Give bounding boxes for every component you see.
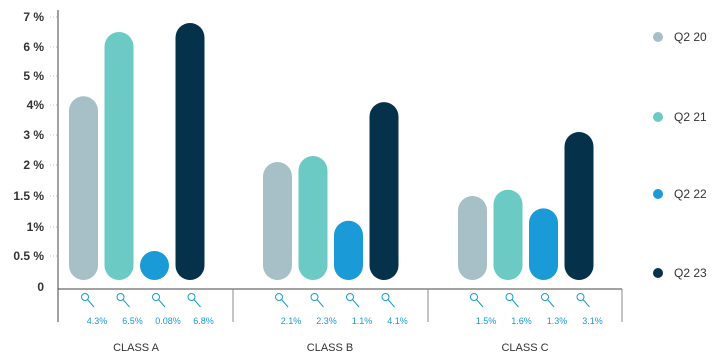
magnifier-icon xyxy=(576,293,585,301)
value-label: 4.1% xyxy=(387,316,408,326)
value-label: 0.08% xyxy=(155,316,181,326)
magnifier-handle xyxy=(547,299,555,308)
value-label: 3.1% xyxy=(582,316,603,326)
value-label: 4.3% xyxy=(87,316,108,326)
magnifier-handle xyxy=(582,299,590,308)
legend-swatch xyxy=(653,268,663,278)
bar xyxy=(140,251,169,280)
y-tick-label: 4% xyxy=(27,98,45,112)
value-label: 1.1% xyxy=(352,316,373,326)
bar xyxy=(69,96,98,280)
magnifier-handle xyxy=(193,299,201,308)
legend-swatch xyxy=(653,189,663,199)
bar xyxy=(104,32,134,280)
magnifier-handle xyxy=(511,299,519,308)
bar xyxy=(334,220,363,280)
bar xyxy=(263,162,292,280)
magnifier-handle xyxy=(316,299,324,308)
y-tick-label: 3 % xyxy=(23,128,44,142)
value-label: 1.3% xyxy=(547,316,568,326)
magnifier-handle xyxy=(87,299,95,308)
value-label: 6.5% xyxy=(122,316,143,326)
value-label: 6.8% xyxy=(193,316,214,326)
legend-label: Q2 23 xyxy=(674,266,707,280)
legend-swatch xyxy=(653,32,663,42)
magnifier-handle xyxy=(352,299,360,308)
y-tick-label: 5 % xyxy=(23,69,44,83)
category-label: CLASS C xyxy=(501,342,548,354)
legend-label: Q2 20 xyxy=(674,30,707,44)
legend-swatch xyxy=(653,112,663,122)
y-tick-label: 0.5 % xyxy=(13,249,44,263)
magnifier-icon xyxy=(116,293,125,301)
bar xyxy=(493,189,523,280)
magnifier-icon xyxy=(541,293,549,301)
y-tick-label: 1% xyxy=(27,220,45,234)
magnifier-handle xyxy=(122,299,130,308)
bar xyxy=(175,23,205,280)
value-label: 1.6% xyxy=(511,316,532,326)
magnifier-icon xyxy=(310,293,319,301)
y-tick-label: 2 % xyxy=(23,158,44,172)
value-label: 1.5% xyxy=(476,316,497,326)
magnifier-handle xyxy=(387,299,395,308)
y-tick-label: 1.5 % xyxy=(13,189,44,203)
magnifier-icon xyxy=(275,293,283,301)
magnifier-icon xyxy=(187,293,196,301)
magnifier-handle xyxy=(158,299,166,308)
magnifier-icon xyxy=(81,293,89,301)
magnifier-icon xyxy=(470,293,478,301)
bar xyxy=(369,102,399,280)
magnifier-icon xyxy=(346,293,354,301)
y-tick-label: 6 % xyxy=(23,40,44,54)
magnifier-icon xyxy=(381,293,390,301)
bar xyxy=(458,196,487,280)
legend-label: Q2 21 xyxy=(674,110,707,124)
bar xyxy=(564,132,594,280)
y-tick-label: 0 xyxy=(37,280,44,294)
category-label: CLASS A xyxy=(113,342,160,354)
value-label: 2.3% xyxy=(316,316,337,326)
magnifier-handle xyxy=(281,299,289,308)
bar xyxy=(529,208,558,280)
magnifier-icon xyxy=(152,293,160,301)
magnifier-handle xyxy=(476,299,484,308)
legend-label: Q2 22 xyxy=(674,187,707,201)
category-label: CLASS B xyxy=(307,342,353,354)
bar xyxy=(298,156,328,280)
magnifier-icon xyxy=(505,293,514,301)
value-label: 2.1% xyxy=(281,316,302,326)
y-tick-label: 7 % xyxy=(23,10,44,24)
